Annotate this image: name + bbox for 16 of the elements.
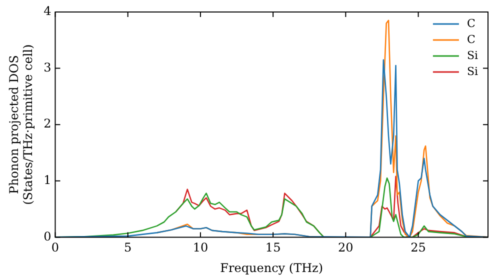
- y-tick-label: 3: [44, 60, 52, 74]
- legend-label: C: [466, 16, 476, 30]
- x-tick-label: 10: [192, 240, 208, 255]
- y-tick-label: 1: [44, 173, 52, 188]
- legend-label: Si: [466, 48, 478, 62]
- x-axis-title: Frequency (THz): [220, 260, 324, 275]
- y-axis-title: Phonon projected DOS (States/THz·primitive cell): [7, 44, 35, 205]
- x-tick-label: 15: [265, 240, 281, 255]
- legend-label: C: [466, 32, 476, 46]
- y-tick-label: 0: [44, 229, 52, 244]
- x-tick-label: 25: [410, 240, 426, 255]
- legend-label: Si: [466, 64, 478, 78]
- y-tick-label: 4: [44, 4, 52, 18]
- x-tick-label: 20: [338, 240, 354, 255]
- x-tick-label: 5: [124, 240, 132, 255]
- y-tick-label: 2: [44, 116, 52, 131]
